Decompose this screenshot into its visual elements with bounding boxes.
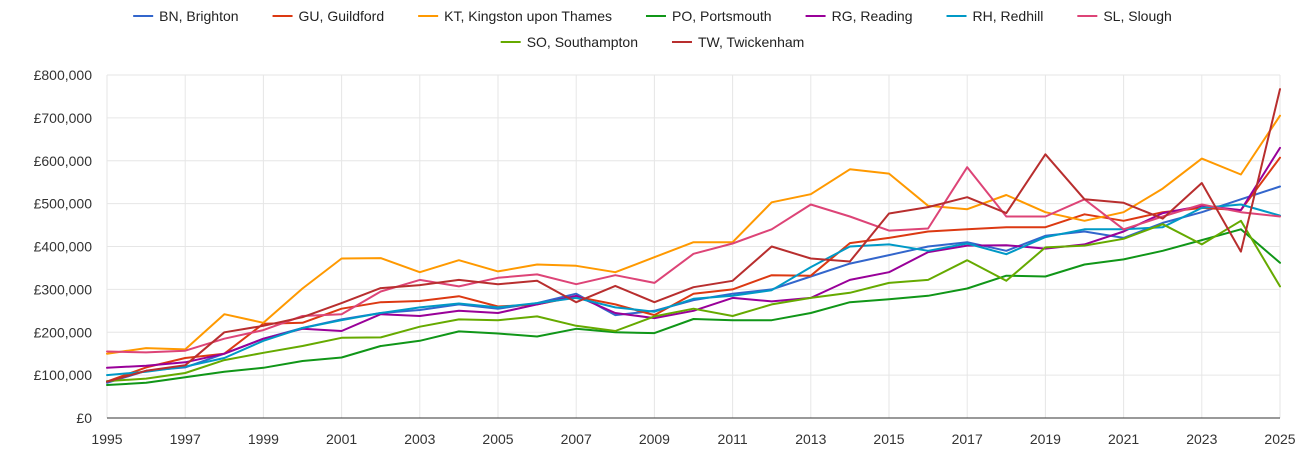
legend-label: RG, Reading (832, 8, 913, 24)
y-tick-label: £800,000 (34, 67, 93, 83)
legend-label: RH, Redhill (973, 8, 1044, 24)
series-lines (106, 88, 1281, 386)
axes: £0 £100,000 £200,000 £300,000 £400,000 £500,0… (34, 67, 1296, 447)
series-line-2 (106, 114, 1281, 355)
x-tick-label: 2011 (718, 431, 748, 447)
legend-item-7[interactable]: SO, Southampton (500, 34, 638, 50)
x-tick-label: 2001 (326, 431, 357, 447)
legend-item-6[interactable]: SL, Slough (1077, 8, 1172, 24)
series-line-5 (106, 203, 1281, 377)
y-tick-label: £600,000 (34, 153, 93, 169)
legend-label: BN, Brighton (159, 8, 238, 24)
legend-item-1[interactable]: GU, Guildford (272, 8, 385, 24)
legend-item-5[interactable]: RH, Redhill (946, 8, 1044, 24)
legend-label: SO, Southampton (527, 34, 638, 50)
y-tick-label: £100,000 (34, 367, 93, 383)
legend-item-0[interactable]: BN, Brighton (133, 8, 239, 24)
series-line-8 (106, 88, 1281, 383)
legend: BN, Brighton GU, Guildford KT, Kingston up… (133, 8, 1172, 50)
x-tick-label: 2015 (873, 431, 904, 447)
x-tick-label: 2013 (795, 431, 826, 447)
y-tick-label: £200,000 (34, 324, 93, 340)
x-tick-label: 2025 (1264, 431, 1295, 447)
y-tick-label: £700,000 (34, 110, 93, 126)
grid-lines (106, 74, 1281, 418)
x-tick-label: 1995 (91, 431, 122, 447)
x-tick-label: 2003 (404, 431, 435, 447)
legend-label: SL, Slough (1103, 8, 1172, 24)
x-tick-label: 1999 (248, 431, 279, 447)
series-line-3 (106, 228, 1281, 386)
x-tick-label: 2019 (1030, 431, 1061, 447)
legend-label: GU, Guildford (299, 8, 385, 24)
legend-label: TW, Twickenham (698, 34, 804, 50)
y-tick-label: £0 (76, 410, 92, 426)
legend-item-4[interactable]: RG, Reading (805, 8, 913, 24)
series-line-7 (106, 219, 1281, 383)
y-tick-label: £500,000 (34, 196, 93, 212)
x-tick-label: 1997 (170, 431, 201, 447)
x-tick-label: 2007 (561, 431, 592, 447)
legend-label: KT, Kingston upon Thames (444, 8, 612, 24)
legend-item-2[interactable]: KT, Kingston upon Thames (418, 8, 612, 24)
x-tick-label: 2017 (952, 431, 983, 447)
x-tick-label: 2023 (1186, 431, 1217, 447)
series-line-1 (106, 156, 1281, 383)
legend-label: PO, Portsmouth (672, 8, 772, 24)
legend-item-3[interactable]: PO, Portsmouth (645, 8, 772, 24)
x-tick-label: 2021 (1108, 431, 1139, 447)
legend-item-8[interactable]: TW, Twickenham (671, 34, 804, 50)
y-tick-label: £300,000 (34, 281, 93, 297)
x-tick-label: 2005 (482, 431, 513, 447)
series-line-6 (106, 166, 1281, 354)
y-tick-label: £400,000 (34, 239, 93, 255)
x-tick-label: 2009 (639, 431, 670, 447)
